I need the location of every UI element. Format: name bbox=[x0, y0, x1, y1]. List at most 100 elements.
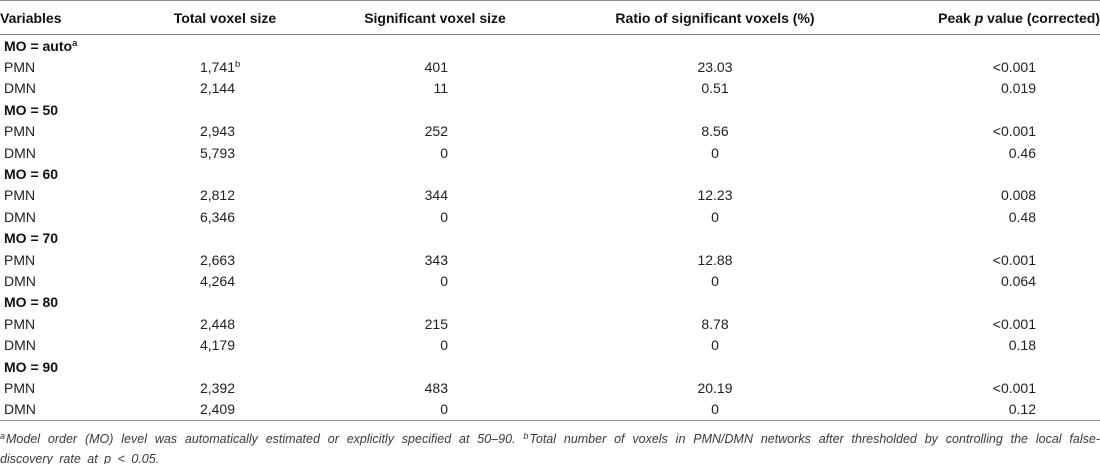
cell-significant-voxel: 11 bbox=[433, 80, 448, 97]
cell-ratio: 0 bbox=[711, 272, 719, 289]
cell-p-value: <0.001 bbox=[992, 59, 1036, 76]
cell-significant-voxel: 0 bbox=[440, 144, 448, 161]
cell-ratio: 8.78 bbox=[701, 315, 729, 332]
cell-p-value: 0.064 bbox=[1000, 272, 1036, 289]
group-label: MO = 80 bbox=[4, 294, 59, 311]
column-header-significant-voxel-size: Significant voxel size bbox=[290, 0, 580, 35]
cell-total-voxel: 2,943 bbox=[199, 123, 235, 140]
cell-total-voxel: 2,812 bbox=[199, 187, 235, 204]
cell-ratio: 0 bbox=[711, 337, 719, 354]
table-row: PMN 2,943 252 8.56 <0.001 bbox=[0, 121, 1100, 142]
footnote-marker-a: a bbox=[0, 431, 6, 442]
cell-ratio: 0 bbox=[711, 208, 719, 225]
cell-significant-voxel: 0 bbox=[440, 337, 448, 354]
cell-p-value: 0.019 bbox=[1000, 80, 1036, 97]
cell-variable: DMN bbox=[4, 144, 36, 161]
cell-p-value: 0.12 bbox=[1008, 401, 1036, 418]
cell-variable: DMN bbox=[4, 337, 36, 354]
cell-variable: PMN bbox=[4, 59, 36, 76]
cell-significant-voxel: 0 bbox=[440, 272, 448, 289]
total-value: 1,741 bbox=[199, 59, 235, 76]
table-row: PMN 2,392 483 20.19 <0.001 bbox=[0, 377, 1100, 398]
group-label: MO = 90 bbox=[4, 358, 59, 375]
cell-total-voxel: 2,144 bbox=[160, 78, 290, 99]
group-label: MO = 50 bbox=[4, 101, 59, 118]
results-table: Variables Total voxel size Significant v… bbox=[0, 0, 1100, 421]
table-row: DMN 4,264 0 0 0.064 bbox=[0, 270, 1100, 291]
footnote-text-b: Total number of voxels in PMN/DMN networ… bbox=[0, 432, 1100, 464]
cell-variable: PMN bbox=[4, 379, 36, 396]
footnote-marker-a: a bbox=[72, 37, 78, 49]
group-header-mo-70: MO = 70 bbox=[0, 228, 1100, 249]
cell-variable: PMN bbox=[4, 251, 36, 268]
table-row: PMN 1,741b 401 23.03 <0.001 bbox=[0, 56, 1100, 77]
group-header-mo-60: MO = 60 bbox=[0, 163, 1100, 184]
peak-label-prefix: Peak bbox=[938, 9, 975, 26]
cell-total-voxel: 6,346 bbox=[199, 208, 235, 225]
column-header-peak-p-value: Peak p value (corrected) bbox=[850, 0, 1100, 35]
total-value: 2,144 bbox=[199, 80, 235, 97]
cell-significant-voxel: 343 bbox=[424, 251, 448, 268]
table-row: PMN 2,812 344 12.23 0.008 bbox=[0, 185, 1100, 206]
table-body: MO = autoa PMN 1,741b 401 23.03 <0.001 D… bbox=[0, 35, 1100, 421]
cell-total-voxel: 4,264 bbox=[199, 272, 235, 289]
cell-ratio: 0.51 bbox=[701, 80, 729, 97]
column-header-variables: Variables bbox=[0, 0, 160, 35]
cell-ratio: 12.88 bbox=[697, 251, 733, 268]
cell-total-voxel: 2,663 bbox=[199, 251, 235, 268]
cell-significant-voxel: 483 bbox=[424, 379, 448, 396]
cell-p-value: 0.18 bbox=[1008, 337, 1036, 354]
table-row: DMN 4,179 0 0 0.18 bbox=[0, 334, 1100, 355]
cell-ratio: 20.19 bbox=[697, 379, 733, 396]
cell-significant-voxel: 215 bbox=[424, 315, 448, 332]
cell-significant-voxel: 252 bbox=[424, 123, 448, 140]
table-row: DMN 2,409 0 0 0.12 bbox=[0, 399, 1100, 421]
cell-variable: DMN bbox=[4, 208, 36, 225]
cell-total-voxel: 4,179 bbox=[199, 337, 235, 354]
cell-p-value: <0.001 bbox=[992, 123, 1036, 140]
cell-p-value: <0.001 bbox=[992, 379, 1036, 396]
cell-p-value: 0.46 bbox=[1008, 144, 1036, 161]
cell-significant-voxel: 344 bbox=[424, 187, 448, 204]
footnote-text-a: Model order (MO) level was automatically… bbox=[6, 432, 524, 447]
cell-p-value: 0.008 bbox=[1000, 187, 1036, 204]
cell-p-value: <0.001 bbox=[992, 315, 1036, 332]
cell-total-voxel: 5,793 bbox=[199, 144, 235, 161]
cell-variable: DMN bbox=[4, 80, 36, 97]
column-header-total-voxel-size: Total voxel size bbox=[160, 0, 290, 35]
cell-ratio: 0 bbox=[711, 144, 719, 161]
cell-ratio: 0 bbox=[711, 401, 719, 418]
header-row: Variables Total voxel size Significant v… bbox=[0, 0, 1100, 35]
group-label: MO = 60 bbox=[4, 166, 59, 183]
cell-significant-voxel: 0 bbox=[440, 208, 448, 225]
peak-label-suffix: value (corrected) bbox=[983, 9, 1100, 26]
column-header-ratio: Ratio of significant voxels (%) bbox=[580, 0, 850, 35]
table-row: DMN 2,144 11 0.51 0.019 bbox=[0, 78, 1100, 99]
group-header-mo-90: MO = 90 bbox=[0, 356, 1100, 377]
cell-ratio: 8.56 bbox=[701, 123, 729, 140]
group-header-mo-80: MO = 80 bbox=[0, 292, 1100, 313]
cell-total-voxel: 2,448 bbox=[199, 315, 235, 332]
cell-significant-voxel: 0 bbox=[440, 401, 448, 418]
cell-p-value: 0.48 bbox=[1008, 208, 1036, 225]
table-row: DMN 5,793 0 0 0.46 bbox=[0, 142, 1100, 163]
cell-significant-voxel: 401 bbox=[424, 59, 448, 76]
group-label: MO = 70 bbox=[4, 230, 59, 247]
peak-p-italic: p bbox=[974, 9, 984, 26]
cell-variable: PMN bbox=[4, 187, 36, 204]
group-header-mo-50: MO = 50 bbox=[0, 99, 1100, 120]
group-header-mo-auto: MO = autoa bbox=[0, 35, 1100, 57]
table-footnote: aModel order (MO) level was automaticall… bbox=[0, 427, 1100, 464]
table-header: Variables Total voxel size Significant v… bbox=[0, 0, 1100, 35]
cell-ratio: 23.03 bbox=[697, 59, 733, 76]
table-row: PMN 2,448 215 8.78 <0.001 bbox=[0, 313, 1100, 334]
cell-total-voxel: 2,409 bbox=[199, 401, 235, 418]
cell-p-value: <0.001 bbox=[992, 251, 1036, 268]
group-label: MO = auto bbox=[4, 37, 73, 54]
table-row: PMN 2,663 343 12.88 <0.001 bbox=[0, 249, 1100, 270]
cell-total-voxel: 1,741b bbox=[199, 59, 241, 76]
cell-variable: DMN bbox=[4, 272, 36, 289]
cell-ratio: 12.23 bbox=[697, 187, 733, 204]
footnote-marker-b: b bbox=[523, 431, 529, 442]
